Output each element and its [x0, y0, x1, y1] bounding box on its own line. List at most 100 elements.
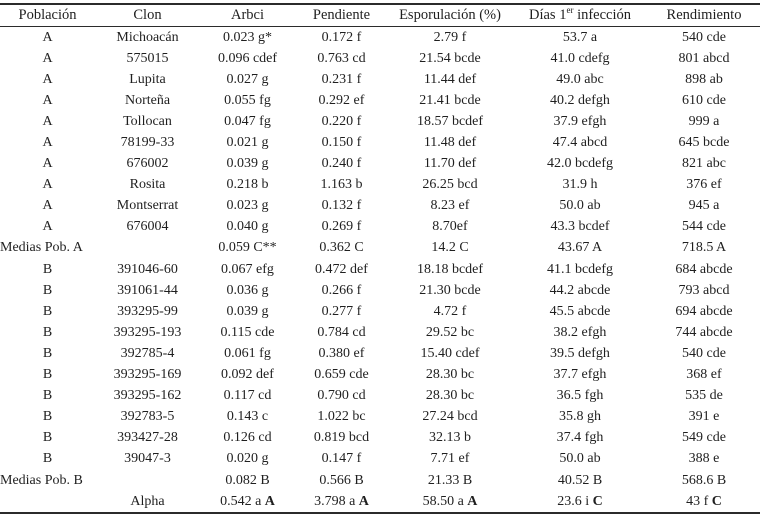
results-table: Población Clon Arbci Pendiente Esporulación …	[0, 3, 760, 515]
table-cell: 793 abcd	[678, 282, 730, 298]
column-header: Rendimiento	[666, 7, 742, 23]
table-cell: 391046-60	[117, 261, 178, 277]
table-cell: 0.784 cd	[317, 324, 366, 340]
table-cell: 35.8 gh	[559, 409, 601, 425]
paper-table-page: Población Clon Arbci Pendiente Esporulación …	[0, 3, 760, 515]
table-cell: B	[42, 409, 53, 425]
table-cell: 21.41 bcde	[419, 92, 481, 108]
table-cell: 684 abcde	[675, 261, 733, 277]
table-cell: 40.2 defgh	[550, 92, 610, 108]
table-cell: B	[42, 451, 53, 467]
table-cell: 39.5 defgh	[550, 345, 610, 361]
table-cell: B	[42, 345, 53, 361]
table-cell: 11.70 def	[423, 156, 477, 172]
table-cell: 43.3 bcdef	[550, 219, 610, 235]
table-body: A Michoacán 0.023 g* 0.172 f 2.79 f 53.7 a 540…	[0, 27, 760, 514]
table-header: Población Clon Arbci Pendiente Esporulación …	[0, 4, 760, 27]
table-cell: B	[42, 388, 53, 404]
table-cell: 0.132 f	[321, 198, 362, 214]
table-cell: A	[42, 29, 53, 45]
table-cell: 0.117 cd	[223, 388, 272, 404]
table-cell: 694 abcde	[675, 303, 733, 319]
table-cell: Rosita	[129, 177, 166, 193]
table-cell: 898 ab	[685, 71, 723, 87]
table-cell: A	[42, 92, 53, 108]
table-cell: 11.48 def	[423, 135, 477, 151]
table-cell: Norteña	[124, 92, 171, 108]
table-cell: 0.039 g	[226, 303, 269, 319]
table-cell: A	[42, 71, 53, 87]
table-cell: 945 a	[688, 198, 720, 214]
table-cell: 18.18 bcdef	[416, 261, 484, 277]
table-cell: 39047-3	[124, 451, 171, 467]
table-cell: Tollocan	[123, 113, 172, 129]
table-row: B 392785-4 0.061 fg 0.380 ef 15.40 cdef 39.5 …	[0, 343, 760, 364]
table-cell: 0.082 B	[225, 472, 270, 488]
table-cell: 31.9 h	[562, 177, 598, 193]
table-row: Medias Pob. B 0.082 B 0.566 B 21.33 B 40.52 …	[0, 470, 760, 491]
table-cell: 41.1 bcdefg	[546, 261, 614, 277]
significance-group-bold: C	[711, 493, 722, 509]
table-cell: 393295-99	[117, 303, 178, 319]
table-cell: 610 cde	[682, 92, 726, 108]
table-cell: B	[42, 261, 53, 277]
table-cell: 718.5 A	[681, 240, 727, 256]
table-row: A 78199-33 0.021 g 0.150 f 11.48 def 47.4 abc…	[0, 132, 760, 153]
table-row: B 393295-162 0.117 cd 0.790 cd 28.30 bc 36.5 …	[0, 386, 760, 407]
significance-group-bold: A	[358, 493, 369, 509]
table-cell: 0.020 g	[226, 451, 269, 467]
table-cell: A	[42, 198, 53, 214]
table-cell: 40.52 B	[557, 472, 603, 488]
table-cell: 0.047 fg	[224, 113, 271, 129]
table-row: B 393295-99 0.039 g 0.277 f 4.72 f 45.5 abcde…	[0, 301, 760, 322]
table-cell: 0.096 cdef	[217, 50, 278, 66]
table-cell: A	[42, 219, 53, 235]
table-cell: 0.542 a A	[220, 493, 275, 509]
table-cell: 23.6 i C	[557, 493, 603, 509]
table-cell: 0.277 f	[321, 303, 362, 319]
table-cell: A	[42, 113, 53, 129]
table-cell: 0.059 C**	[218, 240, 277, 256]
table-cell: 21.33 B	[427, 472, 473, 488]
table-cell: B	[42, 282, 53, 298]
table-cell: B	[42, 324, 53, 340]
table-row: B 392783-5 0.143 c 1.022 bc 27.24 bcd 35.8 gh…	[0, 407, 760, 428]
table-cell: 36.5 fgh	[556, 388, 604, 404]
table-cell: 58.50 a A	[422, 493, 478, 509]
table-cell: 676002	[126, 156, 169, 172]
table-cell: 7.71 ef	[430, 451, 470, 467]
table-cell: 801 abcd	[678, 50, 730, 66]
table-row: A Norteña 0.055 fg 0.292 ef 21.41 bcde 40.2 d…	[0, 90, 760, 111]
table-cell: 392783-5	[120, 409, 175, 425]
table-cell: 50.0 ab	[559, 451, 601, 467]
table-cell: 0.292 ef	[318, 92, 365, 108]
table-cell: 27.24 bcd	[422, 409, 478, 425]
table-cell: 43.67 A	[557, 240, 603, 256]
table-cell: B	[42, 367, 53, 383]
table-cell: 29.52 bc	[425, 324, 475, 340]
column-header: Población	[18, 7, 77, 23]
table-cell: 0.036 g	[226, 282, 269, 298]
table-cell: A	[42, 50, 53, 66]
table-row: B 391061-44 0.036 g 0.266 f 21.30 bcde 44.2 a…	[0, 280, 760, 301]
table-cell: 393427-28	[117, 430, 178, 446]
table-cell	[95, 238, 200, 259]
superscript-ordinal: er	[566, 5, 574, 16]
table-cell: 0.819 bcd	[313, 430, 370, 446]
table-cell: 45.5 abcde	[549, 303, 611, 319]
table-cell: 0.115 cde	[220, 324, 275, 340]
table-cell: 0.067 efg	[221, 261, 274, 277]
table-cell: 0.266 f	[321, 282, 362, 298]
table-row: B 39047-3 0.020 g 0.147 f 7.71 ef 50.0 ab 388 …	[0, 449, 760, 470]
table-cell	[95, 470, 200, 491]
table-cell: 821 abc	[682, 156, 726, 172]
table-cell: 0.362 C	[319, 240, 364, 256]
table-cell: 388 e	[688, 451, 720, 467]
table-cell: Lupita	[129, 71, 166, 87]
header-row: Población Clon Arbci Pendiente Esporulación …	[0, 4, 760, 27]
table-cell: 28.30 bc	[425, 388, 475, 404]
table-cell: 393295-193	[113, 324, 182, 340]
table-cell: 42.0 bcdefg	[546, 156, 614, 172]
table-cell: 0.269 f	[321, 219, 362, 235]
table-row: B 391046-60 0.067 efg 0.472 def 18.18 bcdef 4…	[0, 259, 760, 280]
